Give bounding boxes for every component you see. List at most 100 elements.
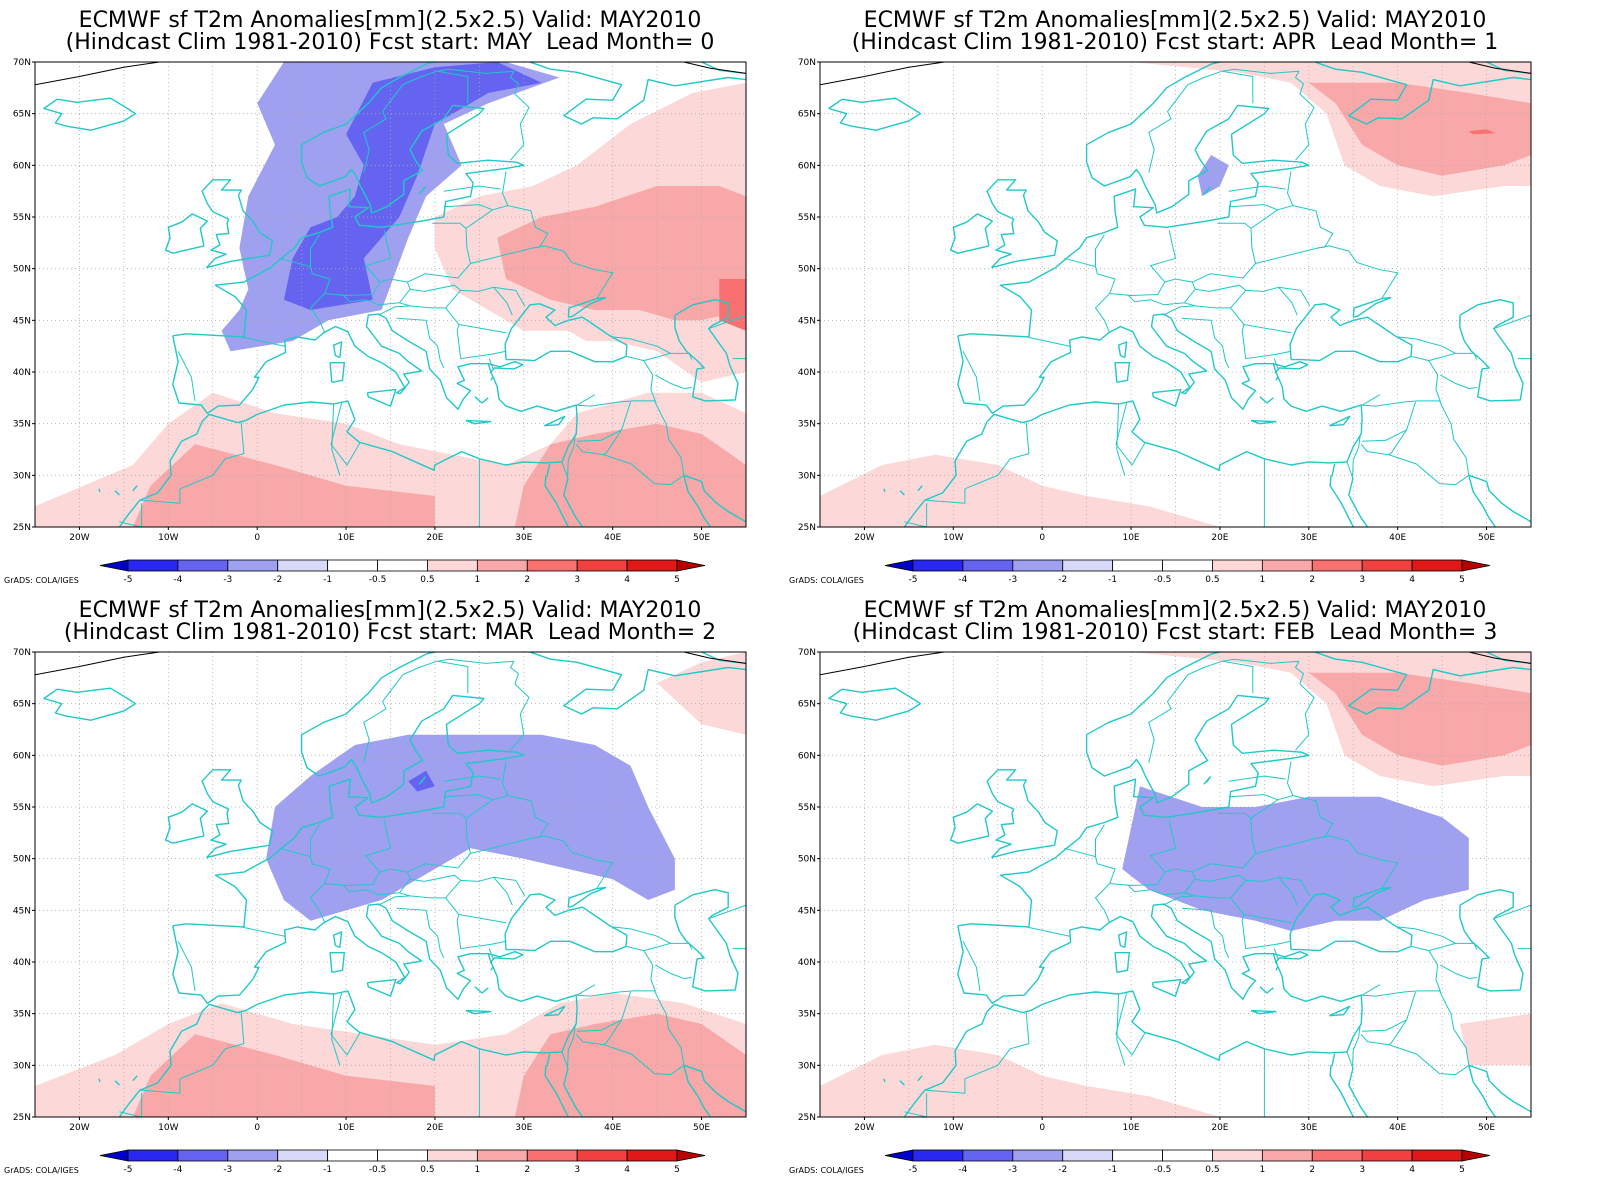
lon-tick-label: 40E <box>1389 533 1406 543</box>
lat-tick-label: 70N <box>13 648 31 658</box>
colorbar-swatch <box>962 559 1014 572</box>
country-border <box>493 876 526 897</box>
colorbar-swatch <box>1212 1149 1263 1162</box>
anomaly-region-cold-baltic-spot <box>1197 155 1229 197</box>
country-border <box>612 926 672 952</box>
coastline <box>332 341 343 359</box>
coastline <box>465 1009 492 1015</box>
coastline <box>1329 1005 1351 1017</box>
coastline <box>118 903 578 1117</box>
coastline <box>1151 388 1182 407</box>
map-frame <box>819 61 1532 528</box>
lon-tick-label: 20W <box>854 533 874 543</box>
lat-tick-label: 70N <box>798 58 816 68</box>
colorbar-swatch <box>1062 1149 1114 1162</box>
coastline <box>567 296 607 318</box>
anomaly-map: 70N 65N 60N 55N 50N 45N 40N 35N 30N 25N 20W 10W 0 10E… <box>4 58 747 585</box>
coastline <box>1352 296 1392 318</box>
country-border <box>576 394 596 406</box>
colorbar-swatch <box>526 559 578 572</box>
polar-boundary <box>683 62 746 74</box>
colorbar-swatch <box>1012 1149 1064 1162</box>
coastline <box>1331 463 1336 477</box>
coastline <box>1468 474 1531 523</box>
lat-tick-label: 25N <box>13 1113 31 1123</box>
country-border <box>1388 454 1470 486</box>
polar-boundary <box>820 652 945 676</box>
country-border <box>1026 336 1070 347</box>
coastline <box>683 1065 711 1117</box>
country-border <box>241 926 285 937</box>
colorbar-label: -1 <box>323 575 332 585</box>
colorbar-swatch <box>277 559 329 572</box>
country-border <box>1245 286 1298 316</box>
polar-boundary <box>820 62 945 86</box>
colorbar-label: 3 <box>1359 1165 1365 1175</box>
country-border <box>377 895 411 906</box>
coastline <box>986 769 1058 859</box>
colorbar-swatch <box>227 559 279 572</box>
country-border <box>1362 429 1407 442</box>
country-border <box>1181 907 1230 959</box>
coastline <box>899 490 905 496</box>
map-layers <box>820 652 1531 1117</box>
coastline <box>1468 475 1496 527</box>
country-border <box>1361 356 1442 407</box>
colorbar-label: -4 <box>173 575 182 585</box>
country-border <box>363 68 515 173</box>
lat-tick-label: 60N <box>798 751 816 761</box>
map-frame <box>34 61 747 528</box>
colorbar-swatch <box>327 1149 378 1162</box>
colorbar-swatch <box>1311 1149 1363 1162</box>
colorbar-swatch <box>884 559 914 572</box>
country-border <box>1222 660 1254 694</box>
coastline <box>828 687 922 721</box>
polar-boundary <box>1468 62 1531 74</box>
country-border <box>342 812 472 896</box>
coastline <box>917 485 923 492</box>
colorbar-swatch <box>626 559 678 572</box>
coastline <box>98 1078 101 1083</box>
country-border <box>1064 257 1116 333</box>
country-border <box>566 1023 576 1071</box>
country-border <box>924 488 966 504</box>
country-border <box>575 401 631 456</box>
colorbar-label: 1 <box>474 1165 480 1175</box>
lon-tick-label: 10E <box>1122 1123 1139 1133</box>
colorbar-label: -3 <box>1008 1165 1017 1175</box>
country-border <box>437 70 469 104</box>
country-border <box>177 351 196 401</box>
lat-tick-label: 55N <box>13 213 31 223</box>
lat-tick-label: 65N <box>798 110 816 120</box>
coastline <box>504 893 628 953</box>
colorbar-swatch <box>1212 559 1263 572</box>
country-border <box>1164 278 1193 283</box>
coastline <box>114 1080 120 1086</box>
coastline <box>1273 951 1309 964</box>
colorbar-swatch <box>227 1149 279 1162</box>
lon-tick-label: 20E <box>1211 1123 1228 1133</box>
anomaly-region-cold-eastern-europe <box>1122 786 1469 931</box>
lon-tick-label: 20W <box>854 1123 874 1133</box>
lon-tick-label: 50E <box>693 533 710 543</box>
country-border <box>139 488 181 504</box>
coastline <box>550 658 746 715</box>
country-border <box>655 374 692 390</box>
country-border <box>443 185 501 192</box>
coastline <box>986 179 1058 269</box>
colorbar-label: -4 <box>958 1165 967 1175</box>
coastline <box>883 1078 886 1083</box>
country-border <box>458 324 507 334</box>
coastline <box>43 97 137 131</box>
lat-tick-label: 30N <box>13 1061 31 1071</box>
panel-title-line1: ECMWF sf T2m Anomalies[mm](2.5x2.5) Vali… <box>78 598 702 623</box>
lat-tick-label: 50N <box>13 855 31 865</box>
country-border <box>1361 946 1442 997</box>
coastline <box>418 776 426 785</box>
country-border <box>443 775 501 782</box>
coastline <box>949 213 994 254</box>
coastline <box>172 62 551 338</box>
colorbar-swatch <box>1112 1149 1163 1162</box>
colorbar-swatch <box>427 1149 478 1162</box>
anomaly-region-warmer-north-russia <box>1308 672 1531 766</box>
